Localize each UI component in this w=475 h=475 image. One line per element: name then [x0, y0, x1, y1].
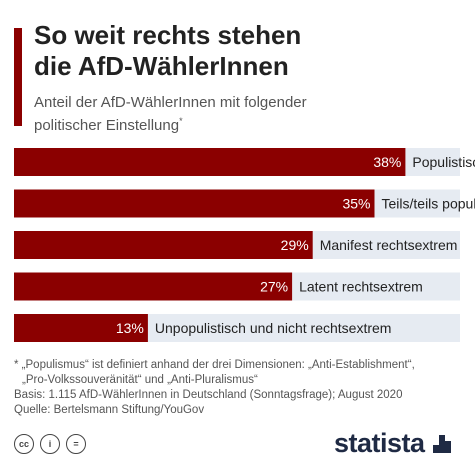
statista-brand[interactable]: statista [334, 428, 453, 459]
bar-category-label: Populistisch [412, 154, 475, 170]
bar-value-label: 29% [281, 237, 309, 253]
footnote-line-1: * „Populismus“ ist definiert anhand der … [14, 359, 415, 371]
title-line-2: die AfD-WählerInnen [34, 51, 289, 81]
bar-category-label: Latent rechtsextrem [299, 279, 423, 295]
title-line-1: So weit rechts stehen [34, 20, 302, 50]
subtitle-line-2: politischer Einstellung [34, 117, 180, 134]
bar [14, 189, 375, 218]
bar-value-label: 35% [342, 196, 370, 212]
bar [14, 272, 293, 301]
bar [14, 314, 148, 342]
bar-chart: 38% Populistisch 35% Teils/teils populistis… [14, 148, 475, 342]
footnote-source: Quelle: Bertelsmann Stiftung/YouGov [14, 404, 205, 416]
attribution-icon[interactable]: i [40, 434, 60, 454]
license-icons: cc i = [14, 434, 86, 454]
bar-value-label: 13% [116, 320, 144, 336]
subtitle-line-2-wrap: politischer Einstellung* [34, 112, 454, 135]
title-accent-bar [14, 28, 22, 126]
bar-category-label: Unpopulistisch und nicht rechtsextrem [155, 320, 392, 336]
creative-commons-icon[interactable]: cc [14, 434, 34, 454]
statista-logo-icon [432, 434, 451, 453]
footnote-basis: Basis: 1.115 AfD-WählerInnen in Deutschl… [14, 389, 403, 401]
bar [14, 231, 313, 259]
statista-logo-text: statista [334, 428, 425, 458]
bar-category-label: Manifest rechtsextrem [320, 237, 458, 253]
bar-value-label: 38% [373, 154, 401, 170]
chart-subtitle: Anteil der AfD-WählerInnen mit folgender… [34, 93, 454, 135]
subtitle-footnote-mark: * [179, 116, 183, 126]
no-derivatives-icon[interactable]: = [66, 434, 86, 454]
bar [14, 148, 406, 176]
bar-category-label: Teils/teils populistisch [382, 196, 475, 212]
bar-value-label: 27% [260, 279, 288, 295]
footnote-line-2: „Pro-Volkssouveränität“ und „Anti-Plural… [22, 374, 258, 386]
chart-title: So weit rechts stehen die AfD-WählerInne… [34, 20, 454, 82]
subtitle-line-1: Anteil der AfD-WählerInnen mit folgender [34, 94, 307, 111]
footnote: * „Populismus“ ist definiert anhand der … [14, 358, 464, 418]
